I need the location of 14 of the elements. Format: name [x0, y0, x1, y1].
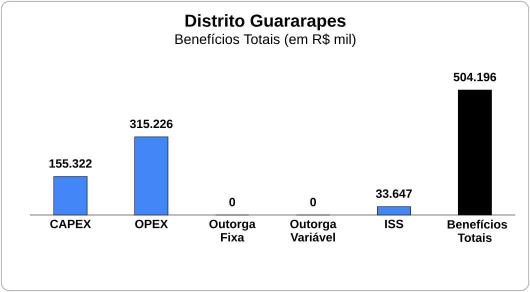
x-tick-label: ISS — [385, 220, 404, 228]
data-label: 155.322 — [50, 159, 92, 168]
data-label: 0 — [229, 198, 236, 206]
x-tick-label: Outorga Variável — [290, 220, 337, 242]
data-label: 0 — [310, 198, 316, 206]
x-tick-label: OPEX — [135, 220, 168, 228]
x-tick-label: Benefícios Totais — [448, 220, 508, 242]
chart-subtitle: Benefícios Totais (em R$ mil) — [175, 34, 356, 47]
data-label: 315.226 — [130, 120, 173, 128]
x-tick-label: CAPEX — [50, 220, 92, 228]
data-label: 33.647 — [376, 189, 412, 198]
x-tick-label: Outorga Fixa — [209, 220, 256, 242]
chart-title: Distrito Guararapes — [186, 14, 346, 30]
data-label: 504.196 — [454, 72, 496, 82]
